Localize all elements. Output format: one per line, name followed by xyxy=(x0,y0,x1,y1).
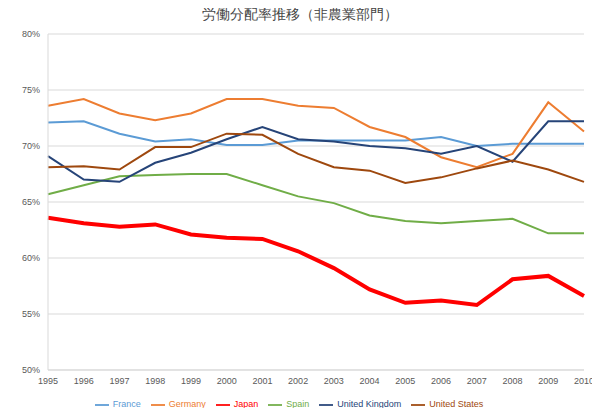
svg-text:1997: 1997 xyxy=(109,376,129,386)
svg-text:1995: 1995 xyxy=(38,376,58,386)
svg-text:70%: 70% xyxy=(22,141,40,151)
svg-text:2009: 2009 xyxy=(538,376,558,386)
html-text:Germany: Germany xyxy=(168,399,206,410)
svg-text:2001: 2001 xyxy=(252,376,272,386)
svg-text:2002: 2002 xyxy=(288,376,308,386)
svg-text:1996: 1996 xyxy=(74,376,94,386)
html-text:労働分配率推移（非農業部門）: 労働分配率推移（非農業部門） xyxy=(202,6,398,22)
svg-text:2000: 2000 xyxy=(217,376,237,386)
svg-text:65%: 65% xyxy=(22,197,40,207)
html-text:Japan: Japan xyxy=(233,399,259,410)
svg-text:2004: 2004 xyxy=(360,376,380,386)
svg-text:55%: 55% xyxy=(22,309,40,319)
svg-text:60%: 60% xyxy=(22,253,40,263)
svg-text:1998: 1998 xyxy=(145,376,165,386)
html-text:France: France xyxy=(112,399,141,410)
svg-text:2007: 2007 xyxy=(467,376,487,386)
svg-text:2008: 2008 xyxy=(503,376,523,386)
html-text:Spain: Spain xyxy=(286,399,310,410)
svg-text:2005: 2005 xyxy=(395,376,415,386)
svg-text:2006: 2006 xyxy=(431,376,451,386)
svg-text:75%: 75% xyxy=(22,85,40,95)
svg-text:50%: 50% xyxy=(22,365,40,375)
svg-text:2010: 2010 xyxy=(574,376,592,386)
html-text:United Kingdom: United Kingdom xyxy=(337,399,402,410)
html-text:United States: United States xyxy=(429,399,484,410)
svg-text:1999: 1999 xyxy=(181,376,201,386)
svg-text:2003: 2003 xyxy=(324,376,344,386)
svg-text:80%: 80% xyxy=(22,29,40,39)
